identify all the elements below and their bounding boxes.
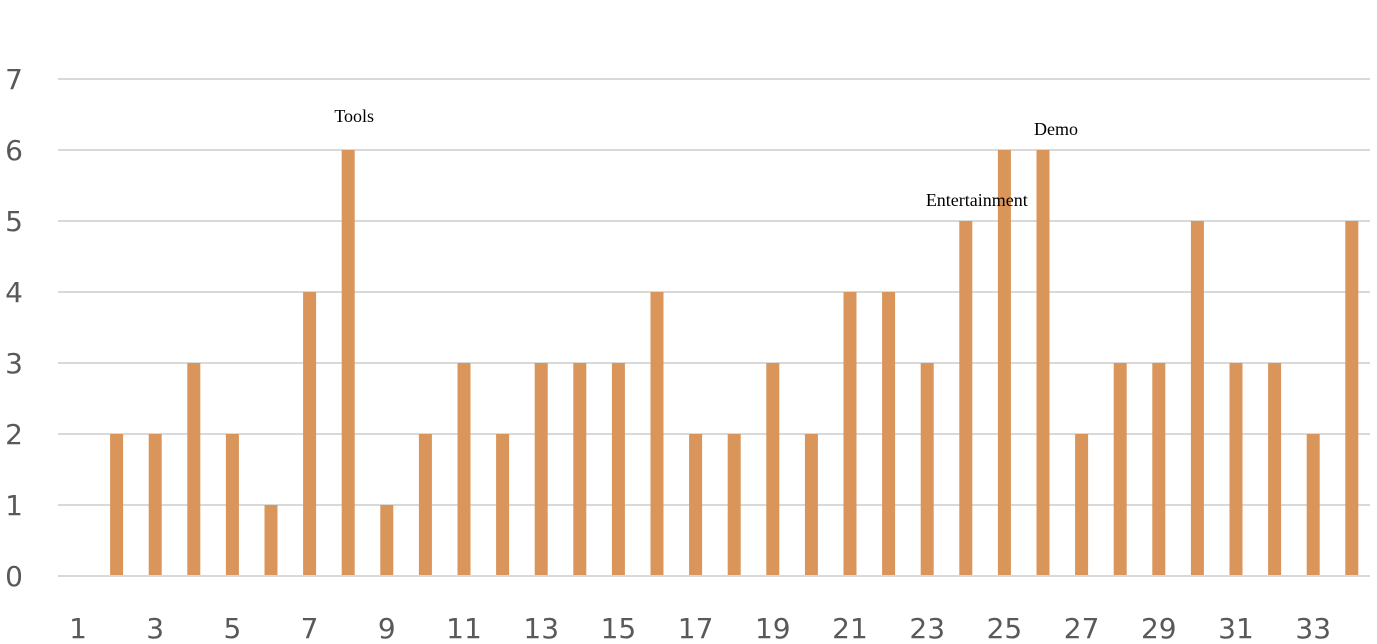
x-tick-label: 11 — [446, 612, 482, 644]
bar — [882, 292, 896, 576]
bar — [496, 434, 510, 576]
bar — [1345, 221, 1359, 576]
bar — [418, 434, 432, 576]
bar — [303, 292, 317, 576]
x-tick-label: 7 — [301, 612, 319, 644]
bar — [457, 363, 471, 576]
bar — [727, 434, 741, 576]
x-axis-ticks: 1 3 5 7 9 11 13 15 17 19 21 23 25 27 29 31 33 — [69, 612, 1331, 644]
bar — [920, 363, 934, 576]
bar — [1036, 150, 1050, 576]
bar — [1190, 221, 1204, 576]
x-tick-label: 9 — [378, 612, 396, 644]
bar — [766, 363, 780, 576]
bar — [148, 434, 162, 576]
bar — [110, 434, 124, 576]
bar — [341, 150, 355, 576]
bar — [187, 363, 201, 576]
x-tick-label: 27 — [1064, 612, 1100, 644]
x-tick-label: 3 — [146, 612, 164, 644]
bar — [959, 221, 973, 576]
bar — [264, 505, 278, 576]
annotation-label: Entertainment — [926, 190, 1028, 210]
bar — [1152, 363, 1166, 576]
x-tick-label: 13 — [523, 612, 559, 644]
bar — [611, 363, 625, 576]
x-tick-label: 31 — [1218, 612, 1254, 644]
x-tick-label: 23 — [909, 612, 945, 644]
y-tick-label: 3 — [5, 347, 23, 380]
bar — [1268, 363, 1282, 576]
bar — [997, 150, 1011, 576]
x-tick-label: 17 — [678, 612, 714, 644]
bar — [225, 434, 239, 576]
x-tick-label: 29 — [1141, 612, 1177, 644]
x-tick-label: 5 — [223, 612, 241, 644]
y-tick-label: 7 — [5, 63, 23, 96]
x-tick-label: 33 — [1295, 612, 1331, 644]
y-axis-ticks: 0 1 2 3 4 5 6 7 — [5, 63, 23, 593]
annotation-label: Tools — [334, 106, 374, 126]
y-tick-label: 1 — [5, 489, 23, 522]
x-tick-label: 19 — [755, 612, 791, 644]
y-tick-label: 6 — [5, 134, 23, 167]
x-tick-label: 21 — [832, 612, 868, 644]
x-tick-label: 15 — [601, 612, 637, 644]
bar — [573, 363, 587, 576]
bar — [380, 505, 394, 576]
bar — [1075, 434, 1089, 576]
y-tick-label: 5 — [5, 205, 23, 238]
y-tick-label: 0 — [5, 560, 23, 593]
x-tick-label: 1 — [69, 612, 87, 644]
annotations: Tools Entertainment Demo — [334, 106, 1078, 210]
bar — [1113, 363, 1127, 576]
bars — [110, 150, 1359, 576]
bar — [804, 434, 818, 576]
bar — [534, 363, 548, 576]
bar — [1306, 434, 1320, 576]
y-tick-label: 4 — [5, 276, 23, 309]
grid-lines — [58, 78, 1370, 506]
bar — [1229, 363, 1243, 576]
x-tick-label: 25 — [987, 612, 1023, 644]
y-tick-label: 2 — [5, 418, 23, 451]
bar — [650, 292, 664, 576]
bar — [843, 292, 857, 576]
bar — [689, 434, 703, 576]
annotation-label: Demo — [1034, 119, 1078, 139]
